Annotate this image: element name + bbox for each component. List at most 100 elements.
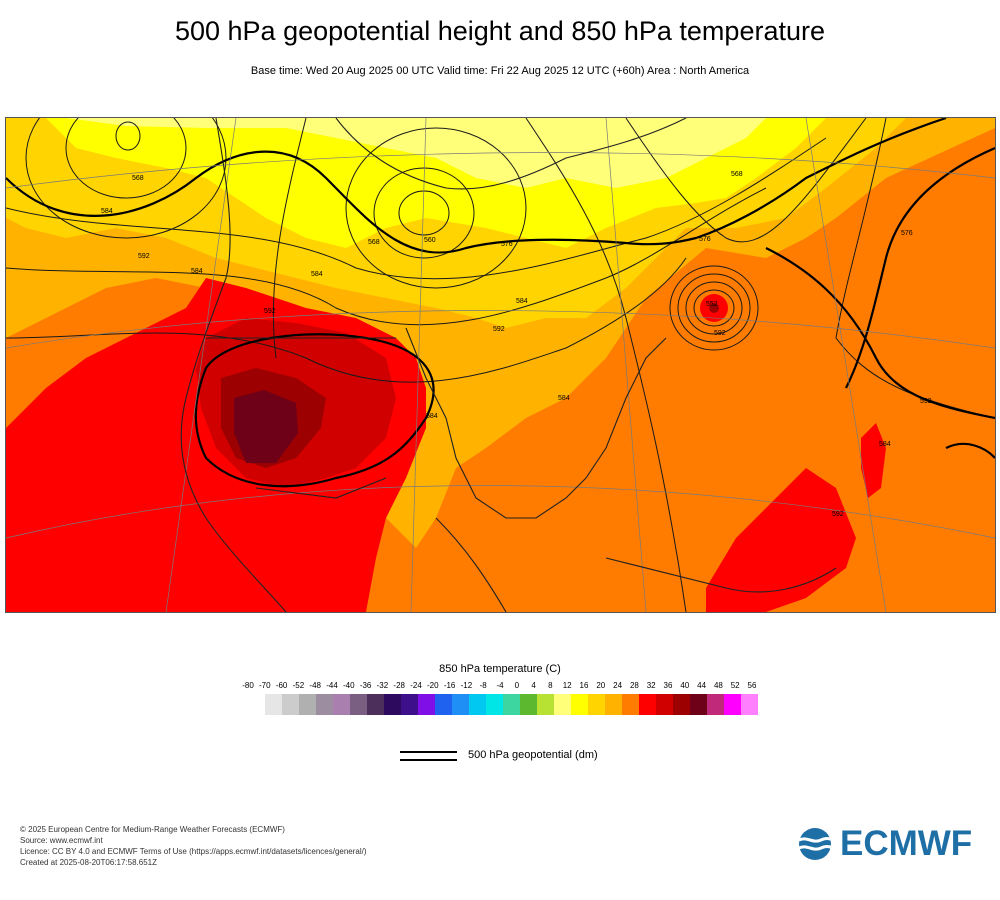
legend-tick-label: 56: [747, 681, 757, 690]
contour-legend: 500 hPa geopotential (dm): [400, 748, 660, 766]
graticule: [6, 118, 995, 612]
temp-fill-4-8: [66, 118, 766, 188]
temp-fill-36-40: [234, 390, 298, 463]
legend-tick-label: -12: [460, 681, 473, 690]
legend-tick-label: -36: [359, 681, 372, 690]
legend-tick-label: 40: [680, 681, 690, 690]
map-canvas: 568 584 592 584 584 592 560 568 576 584 …: [6, 118, 995, 612]
contour-legend-label: 500 hPa geopotential (dm): [468, 749, 598, 761]
legend-tick-label: -32: [376, 681, 389, 690]
contour-label: 584: [101, 208, 113, 215]
contour-labels: 568 584 592 584 584 592 560 568 576 584 …: [101, 171, 932, 518]
legend-swatch: [503, 694, 520, 715]
legend-tick-label: 4: [531, 681, 536, 690]
contour-legend-line-icon: [400, 751, 457, 761]
legend-tick-label: -44: [326, 681, 338, 690]
contour-label: 592: [138, 253, 150, 260]
copyright-text: © 2025 European Centre for Medium-Range …: [20, 825, 285, 834]
legend-tick-label: 12: [562, 681, 572, 690]
contour-label: 576: [501, 241, 513, 248]
legend-tick-label: 28: [629, 681, 639, 690]
source-text: Source: www.ecmwf.int: [20, 836, 103, 845]
contour-label: 568: [368, 239, 380, 246]
legend-tick-label: -52: [292, 681, 305, 690]
contour-label: 592: [714, 330, 726, 337]
legend-title: 850 hPa temperature (C): [439, 663, 561, 675]
contour-label: 584: [426, 413, 438, 420]
legend-swatch: [265, 694, 282, 715]
contour-label: 568: [731, 171, 743, 178]
legend-swatch: [639, 694, 656, 715]
legend-swatch: [707, 694, 724, 715]
contour-label: 576: [901, 230, 913, 237]
legend-swatch: [554, 694, 571, 715]
legend-swatch: [656, 694, 673, 715]
legend-swatch: [724, 694, 741, 715]
contour-label: 592: [832, 511, 844, 518]
legend-swatch: [367, 694, 384, 715]
legend-swatch: [571, 694, 588, 715]
temp-fill-hurricane-core: [709, 303, 719, 313]
legend-tick-label: -20: [427, 681, 439, 690]
legend-swatch: [384, 694, 401, 715]
legend-swatch: [622, 694, 639, 715]
legend-swatch: [741, 694, 758, 715]
contour-label: 584: [516, 298, 528, 305]
legend-tick-label: -28: [393, 681, 405, 690]
legend-tick-label: -48: [309, 681, 321, 690]
contour-label: 568: [132, 175, 144, 182]
legend-swatch: [469, 694, 486, 715]
legend-tick-label: 32: [646, 681, 656, 690]
legend-swatch: [452, 694, 469, 715]
contour-label: 592: [493, 326, 505, 333]
legend-swatch: [605, 694, 622, 715]
legend-swatch: [316, 694, 333, 715]
page-subtitle: Base time: Wed 20 Aug 2025 00 UTC Valid …: [250, 65, 750, 77]
contour-label: 576: [699, 236, 711, 243]
credits: © 2025 European Centre for Medium-Range …: [20, 824, 367, 868]
contour-label: 592: [264, 308, 276, 315]
legend-tick-label: -4: [496, 681, 504, 690]
legend-tick-label: 48: [713, 681, 723, 690]
legend-swatch: [282, 694, 299, 715]
ecmwf-logo: ECMWF: [795, 824, 985, 863]
legend-tick-label: 52: [730, 681, 740, 690]
contour-label: 560: [424, 237, 436, 244]
contour-label: 592: [920, 398, 932, 405]
legend-swatch: [299, 694, 316, 715]
legend-tick-label: -70: [259, 681, 271, 690]
legend-tick-label: -24: [410, 681, 422, 690]
legend-swatch: [401, 694, 418, 715]
legend-tick-label: -40: [343, 681, 355, 690]
legend-tick-label: 36: [663, 681, 673, 690]
legend-tick-label: 16: [579, 681, 589, 690]
page-title: 500 hPa geopotential height and 850 hPa …: [174, 16, 825, 46]
legend-swatch: [537, 694, 554, 715]
legend-tick-label: 0: [514, 681, 520, 690]
ecmwf-wordmark: ECMWF: [840, 824, 973, 863]
contour-label: 584: [311, 271, 323, 278]
legend-swatch: [418, 694, 435, 715]
forecast-map: 568 584 592 584 584 592 560 568 576 584 …: [5, 117, 996, 613]
legend-tick-label: -8: [479, 681, 487, 690]
contour-label: 584: [879, 441, 891, 448]
created-text: Created at 2025-08-20T06:17:58.651Z: [20, 858, 157, 867]
temp-fill-atlantic: [861, 423, 886, 498]
legend-tick-label: -80: [242, 681, 254, 690]
legend-ticks: -80 -70 -60 -52 -48 -44 -40 -36 -32 -28 -24 -20 -16-…: [240, 681, 760, 693]
legend-swatch: [350, 694, 367, 715]
contour-label: 584: [191, 268, 203, 275]
legend-tick-label: 20: [596, 681, 606, 690]
color-legend-bar: [265, 694, 758, 715]
legend-tick-label: -60: [275, 681, 288, 690]
coastlines: [180, 118, 837, 612]
contour-label: 584: [558, 395, 570, 402]
legend-swatch: [435, 694, 452, 715]
temp-fill-caribbean: [706, 468, 856, 612]
legend-swatch: [690, 694, 707, 715]
legend-swatch: [588, 694, 605, 715]
geopotential-contours-bold: [6, 118, 995, 488]
legend-swatch: [520, 694, 537, 715]
contour-label: 552: [706, 301, 718, 308]
legend-swatch: [673, 694, 690, 715]
